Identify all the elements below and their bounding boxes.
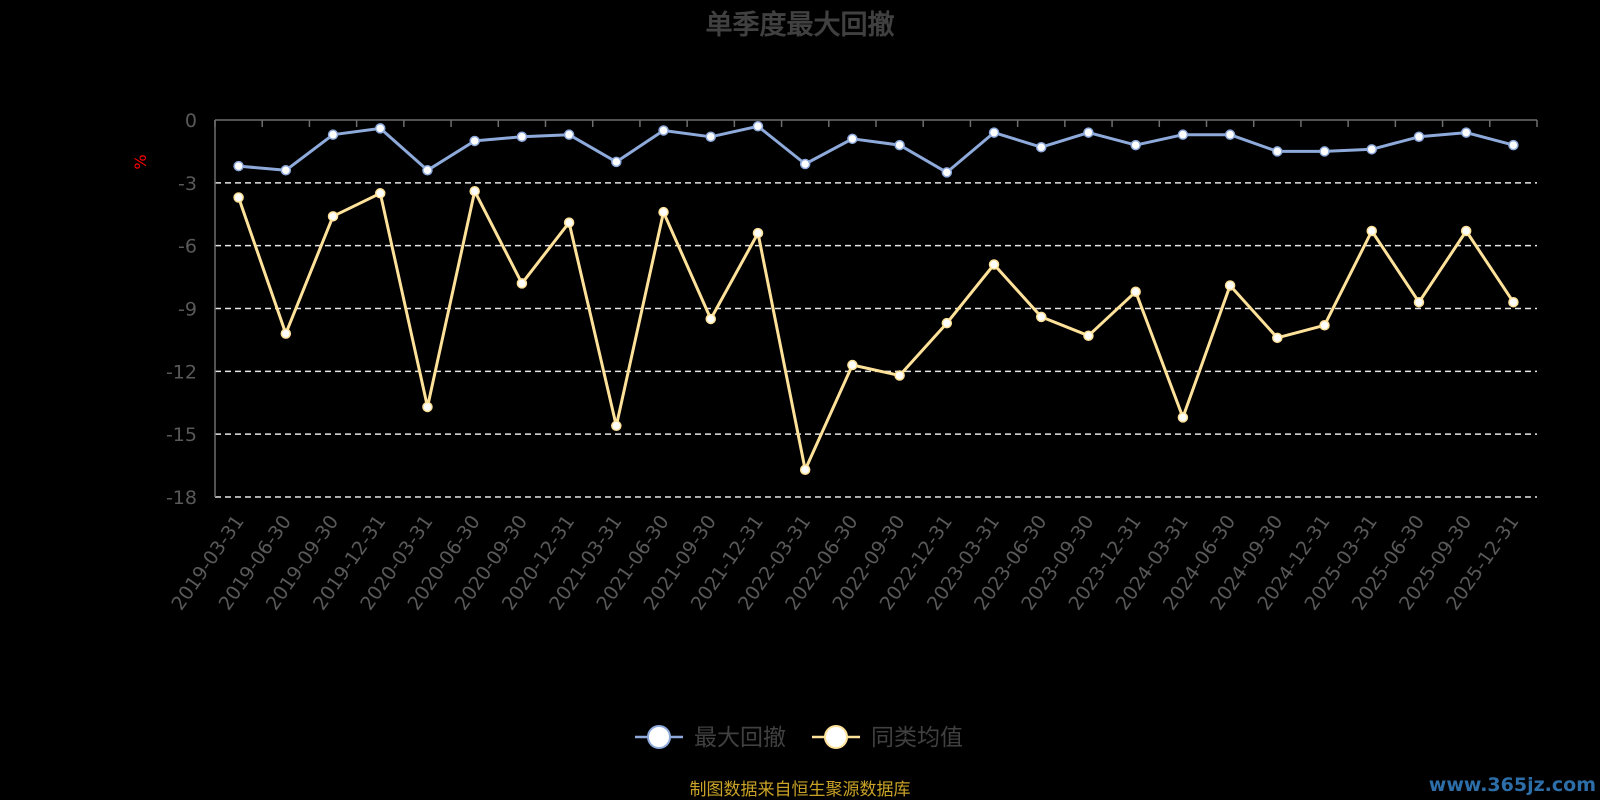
data-point — [233, 160, 244, 172]
data-point — [705, 131, 716, 143]
data-point — [752, 227, 764, 239]
legend-marker-icon — [824, 725, 848, 749]
data-point — [894, 370, 905, 381]
y-tick-label: -9 — [178, 299, 197, 321]
data-point — [752, 121, 764, 132]
data-point — [1508, 296, 1519, 308]
series-line — [237, 189, 1515, 472]
series-2 — [233, 185, 1519, 476]
data-point — [894, 139, 905, 151]
y-tick-label: -15 — [166, 424, 197, 446]
data-point — [1413, 131, 1425, 143]
legend-item-2[interactable]: 同类均值 — [812, 725, 963, 751]
data-point — [375, 188, 386, 199]
y-tick-label: 0 — [185, 110, 197, 132]
legend-label: 最大回撤 — [694, 725, 786, 751]
series-group — [233, 121, 1519, 476]
y-axis-ticks: 0 -3 -6 -9 -12 -15 -18 — [166, 110, 197, 509]
data-point — [799, 464, 811, 476]
data-point — [280, 165, 292, 176]
data-point — [1272, 332, 1283, 344]
legend[interactable]: 最大回撤 同类均值 — [635, 725, 963, 751]
data-point — [1224, 280, 1236, 291]
legend-label: 同类均值 — [871, 725, 963, 751]
data-point — [375, 123, 386, 134]
data-point — [469, 185, 480, 197]
data-point — [1177, 129, 1189, 140]
data-point — [1130, 139, 1141, 151]
x-axis-ticks: 2019-03-312019-06-302019-09-302019-12-31… — [167, 511, 1523, 614]
data-point — [941, 317, 953, 329]
data-point — [327, 211, 339, 222]
data-point — [1083, 127, 1094, 138]
data-point — [1319, 320, 1330, 331]
data-point — [1508, 139, 1519, 151]
data-point — [611, 420, 622, 432]
data-source-note: 制图数据来自恒生聚源数据库 — [690, 780, 911, 800]
data-point — [1366, 225, 1377, 237]
data-point — [280, 328, 292, 339]
data-point — [1177, 412, 1189, 423]
data-point — [1413, 296, 1425, 308]
data-point — [988, 127, 1000, 138]
axes — [214, 119, 1538, 497]
data-point — [1366, 144, 1377, 155]
data-point — [563, 217, 575, 228]
data-point — [327, 129, 339, 140]
legend-marker-icon — [647, 725, 671, 749]
data-point — [1460, 225, 1472, 237]
y-tick-label: -12 — [166, 361, 197, 383]
y-axis-unit-label: % — [131, 154, 150, 169]
data-point — [1224, 129, 1236, 140]
chart-title: 单季度最大回撤 — [706, 9, 895, 41]
watermark: www.365jz.com — [1429, 774, 1596, 796]
data-point — [611, 156, 622, 168]
series-line — [238, 124, 1514, 174]
data-point — [563, 129, 575, 140]
data-point — [422, 401, 433, 413]
data-point — [1319, 146, 1330, 157]
data-point — [1083, 330, 1094, 341]
data-point — [847, 133, 858, 145]
data-point — [941, 167, 953, 178]
data-point — [1036, 311, 1047, 323]
data-point — [516, 278, 528, 289]
y-tick-label: -3 — [178, 173, 197, 195]
y-tick-label: -6 — [178, 236, 197, 258]
legend-item-1[interactable]: 最大回撤 — [635, 725, 786, 751]
data-point — [469, 135, 480, 147]
data-point — [799, 158, 811, 170]
data-point — [516, 131, 528, 143]
data-point — [1460, 127, 1472, 138]
y-tick-label: -18 — [166, 487, 197, 509]
data-point — [233, 192, 244, 203]
data-point — [658, 125, 669, 136]
data-point — [422, 165, 433, 176]
data-point — [1272, 146, 1283, 157]
data-point — [1130, 286, 1141, 297]
data-point — [988, 259, 1000, 270]
data-point — [1036, 141, 1047, 153]
series-1 — [233, 121, 1519, 178]
data-point — [658, 206, 669, 218]
data-point — [847, 359, 858, 371]
data-point — [705, 313, 716, 325]
